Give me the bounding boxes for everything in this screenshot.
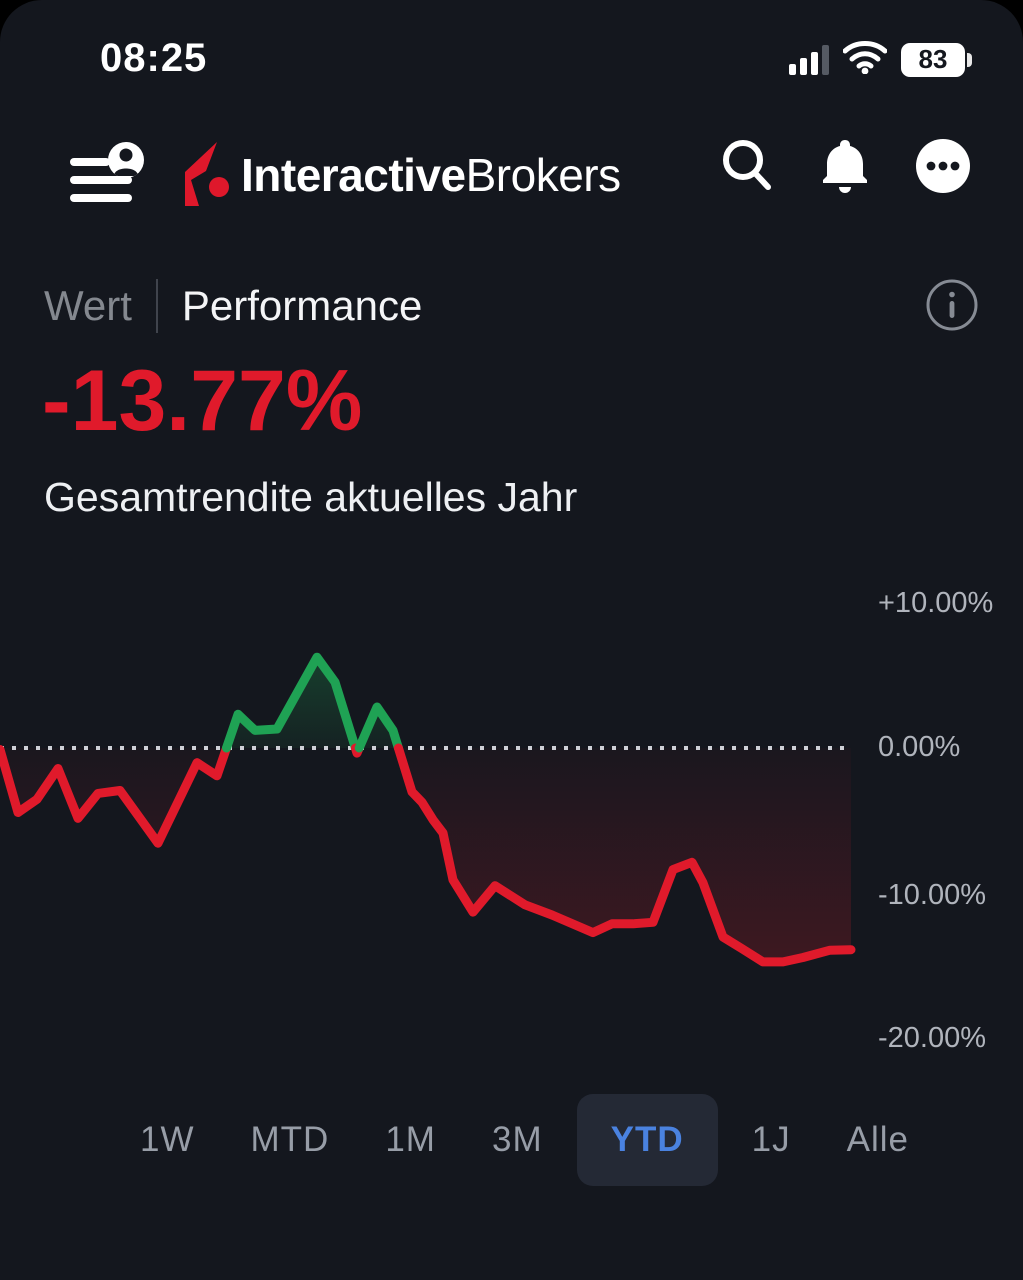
performance-line-negative bbox=[393, 743, 856, 967]
performance-value: -13.77% bbox=[42, 353, 363, 449]
clock: 08:25 bbox=[100, 36, 208, 80]
wifi-icon bbox=[842, 40, 888, 79]
period-1w[interactable]: 1W bbox=[140, 1120, 195, 1159]
notifications-bell-icon[interactable] bbox=[817, 138, 873, 194]
period-selector: 1W MTD 1M 3M YTD 1J Alle bbox=[118, 1086, 931, 1194]
chart-canvas bbox=[0, 652, 856, 967]
positive-area-fill bbox=[359, 707, 399, 748]
period-3m[interactable]: 3M bbox=[491, 1120, 543, 1159]
y-axis-label: -20.00% bbox=[878, 1022, 987, 1054]
period-ytd[interactable]: YTD bbox=[576, 1094, 718, 1186]
period-1m[interactable]: 1M bbox=[385, 1120, 436, 1159]
cellular-signal-icon bbox=[789, 44, 829, 75]
performance-subtitle: Gesamtrendite aktuelles Jahr bbox=[44, 474, 578, 520]
y-axis-label: +10.00% bbox=[878, 587, 994, 619]
y-axis-label: -10.00% bbox=[878, 879, 987, 911]
search-icon[interactable] bbox=[719, 138, 775, 194]
avatar[interactable] bbox=[108, 142, 144, 178]
negative-area-fill bbox=[0, 748, 227, 844]
period-alle[interactable]: Alle bbox=[846, 1120, 909, 1159]
brand-text: InteractiveBrokers bbox=[241, 149, 621, 201]
y-axis-label: 0.00% bbox=[878, 731, 961, 763]
info-icon[interactable] bbox=[925, 278, 979, 337]
performance-line-negative bbox=[0, 743, 231, 848]
period-mtd[interactable]: MTD bbox=[250, 1120, 330, 1159]
battery-percent: 83 bbox=[918, 44, 948, 74]
status-bar: 08:25 83 bbox=[0, 0, 1023, 100]
brand-logo: InteractiveBrokers bbox=[183, 142, 621, 208]
positive-area-fill bbox=[226, 657, 356, 748]
tab-divider bbox=[155, 279, 158, 333]
performance-line-positive bbox=[222, 652, 360, 753]
view-toggle: Wert Performance bbox=[44, 276, 979, 336]
more-options-icon[interactable] bbox=[915, 138, 971, 194]
negative-area-fill bbox=[398, 748, 851, 962]
tab-performance[interactable]: Performance bbox=[181, 282, 423, 329]
period-1j[interactable]: 1J bbox=[751, 1120, 791, 1159]
tab-wert[interactable]: Wert bbox=[44, 282, 132, 329]
performance-chart[interactable]: +10.00% 0.00% -10.00% -20.00% bbox=[0, 560, 1023, 1080]
battery-icon: 83 bbox=[901, 42, 972, 77]
header: InteractiveBrokers bbox=[0, 128, 1023, 224]
menu-button[interactable] bbox=[70, 156, 148, 216]
performance-line-positive bbox=[354, 702, 403, 753]
interactive-brokers-mark-icon bbox=[185, 142, 229, 206]
